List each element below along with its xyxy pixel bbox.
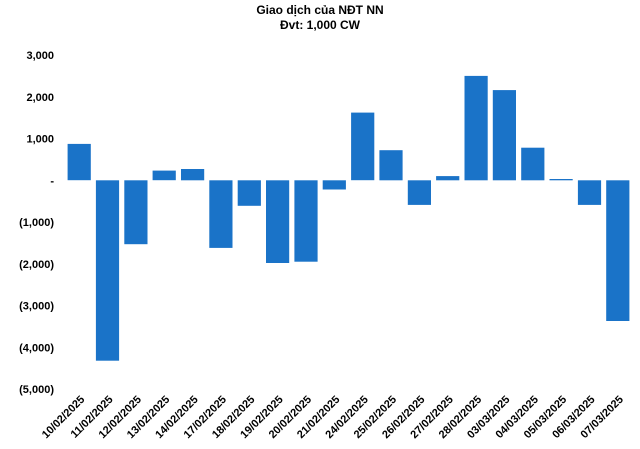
- bar-12/02/2025: [124, 180, 148, 245]
- y-tick-label: 1,000: [26, 134, 54, 146]
- chart-subtitle: Đvt: 1,000 CW: [279, 18, 361, 32]
- y-tick-label: -: [50, 175, 54, 187]
- bar-26/02/2025: [407, 180, 431, 205]
- bar-27/02/2025: [436, 176, 460, 181]
- bar-05/03/2025: [549, 179, 573, 181]
- y-tick-label: (4,000): [19, 342, 54, 354]
- y-tick-label: (3,000): [19, 301, 54, 313]
- bar-06/03/2025: [577, 180, 602, 205]
- y-tick-label: (5,000): [19, 384, 54, 396]
- bar-04/03/2025: [521, 147, 545, 181]
- bar-14/02/2025: [181, 169, 205, 181]
- bar-03/03/2025: [492, 90, 516, 181]
- bar-07/03/2025: [606, 180, 630, 321]
- bar-11/02/2025: [95, 180, 120, 361]
- bar-19/02/2025: [266, 180, 290, 263]
- chart-title: Giao dịch của NĐT NN: [256, 3, 384, 17]
- y-tick-label: 3,000: [26, 50, 54, 62]
- bar-10/02/2025: [67, 143, 91, 181]
- bar-21/02/2025: [322, 180, 346, 190]
- y-tick-label: 2,000: [26, 92, 54, 104]
- bar-13/02/2025: [152, 170, 176, 181]
- bar-24/02/2025: [351, 112, 375, 181]
- bar-28/02/2025: [464, 75, 488, 181]
- bar-17/02/2025: [209, 180, 233, 248]
- y-tick-label: (2,000): [19, 259, 54, 271]
- bar-25/02/2025: [379, 150, 403, 181]
- y-tick-label: (1,000): [19, 217, 54, 229]
- bar-18/02/2025: [237, 180, 261, 206]
- bar-20/02/2025: [294, 180, 318, 262]
